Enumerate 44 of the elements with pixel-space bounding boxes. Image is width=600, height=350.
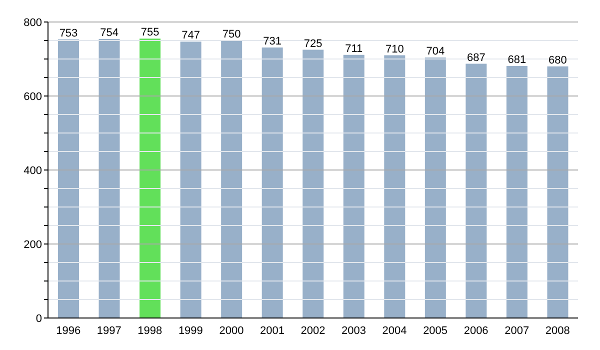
x-tick-label: 2007 bbox=[504, 324, 530, 337]
x-tick-label: 2002 bbox=[300, 324, 326, 337]
data-label: 747 bbox=[182, 30, 200, 42]
data-label: 725 bbox=[304, 38, 322, 50]
bar bbox=[466, 64, 487, 318]
data-label: 681 bbox=[508, 54, 526, 66]
x-tick-label: 2004 bbox=[382, 324, 407, 337]
x-tick-label: 2001 bbox=[260, 324, 284, 337]
x-tick-label: 2000 bbox=[219, 324, 244, 337]
bar bbox=[262, 48, 283, 318]
x-tick-label: 2003 bbox=[342, 324, 366, 337]
data-label: 753 bbox=[59, 27, 78, 40]
data-label: 755 bbox=[140, 26, 160, 39]
x-tick-label: 2005 bbox=[423, 324, 448, 337]
y-tick-label: 200 bbox=[24, 238, 42, 251]
bar bbox=[424, 58, 446, 318]
data-label: 711 bbox=[345, 42, 363, 55]
bar bbox=[547, 66, 568, 318]
x-tick-label: 1999 bbox=[178, 324, 203, 337]
data-label: 704 bbox=[426, 46, 445, 58]
y-tick-label: 600 bbox=[24, 90, 42, 103]
x-tick-label: 2008 bbox=[545, 324, 570, 337]
bar bbox=[506, 66, 528, 318]
data-label: 731 bbox=[263, 36, 282, 48]
bar bbox=[140, 38, 161, 318]
x-tick-label: 1997 bbox=[96, 324, 122, 337]
bar bbox=[302, 50, 324, 318]
x-tick-label: 1996 bbox=[56, 324, 81, 337]
y-tick-label: 400 bbox=[24, 164, 42, 177]
data-label: 687 bbox=[467, 52, 486, 64]
bar bbox=[98, 39, 120, 318]
y-tick-label: 800 bbox=[24, 16, 42, 29]
data-label: 750 bbox=[222, 28, 241, 40]
x-tick-label: 2006 bbox=[464, 324, 488, 337]
data-label: 754 bbox=[100, 27, 118, 40]
bar bbox=[343, 54, 364, 318]
bar bbox=[58, 39, 79, 318]
data-label: 680 bbox=[548, 54, 567, 66]
bar bbox=[384, 55, 406, 318]
y-tick-label: 0 bbox=[36, 312, 42, 325]
bar bbox=[221, 40, 242, 318]
bar bbox=[180, 42, 202, 318]
x-tick-label: 1998 bbox=[138, 324, 162, 337]
data-label: 710 bbox=[385, 43, 404, 56]
